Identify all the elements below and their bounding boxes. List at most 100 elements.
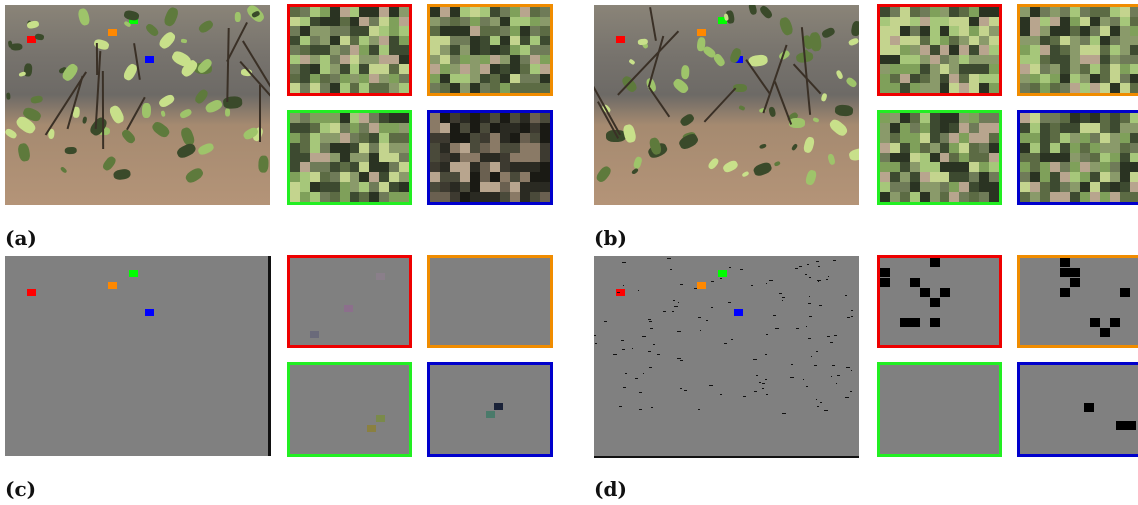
pixel <box>440 83 450 93</box>
pixel <box>520 7 530 17</box>
pixel <box>989 17 999 27</box>
pixel <box>300 36 310 46</box>
pixel <box>430 172 440 182</box>
pixel <box>344 305 353 312</box>
pixel <box>1120 55 1130 65</box>
pixel <box>1100 328 1110 337</box>
leaf <box>193 87 209 104</box>
leaf <box>846 76 859 88</box>
pixel <box>910 123 920 133</box>
pixel <box>1030 26 1040 36</box>
pixel <box>460 153 470 163</box>
pixel <box>910 64 920 74</box>
pixel <box>320 74 330 84</box>
pixel <box>1070 123 1080 133</box>
speck <box>809 277 811 278</box>
leaf <box>204 97 224 114</box>
pixel <box>1110 133 1120 143</box>
pixel <box>310 45 320 55</box>
pixel <box>490 162 500 172</box>
pixel <box>979 192 989 202</box>
pixel <box>450 45 460 55</box>
pixel <box>1080 7 1090 17</box>
pixel <box>930 153 940 163</box>
pixel <box>1120 162 1130 172</box>
pixel <box>1080 17 1090 27</box>
pixel <box>379 133 389 143</box>
pixel <box>1070 83 1080 93</box>
pixel <box>1100 55 1110 65</box>
pixel <box>910 162 920 172</box>
pixel <box>379 64 389 74</box>
panel-label: (d) <box>594 477 627 501</box>
pixel <box>969 113 979 123</box>
pixel <box>290 36 300 46</box>
pixel <box>1040 192 1050 202</box>
pixel <box>359 192 369 202</box>
pixel <box>430 7 440 17</box>
pixel <box>330 36 340 46</box>
pixel <box>500 153 510 163</box>
speck <box>729 267 731 268</box>
speck <box>827 336 830 337</box>
pixel <box>1100 64 1110 74</box>
pixel <box>880 74 890 84</box>
pixel <box>460 7 470 17</box>
leaf <box>778 16 795 37</box>
pixel <box>1060 143 1070 153</box>
pixel <box>460 83 470 93</box>
speck <box>751 285 753 286</box>
pixel <box>530 192 540 202</box>
pixel <box>460 74 470 84</box>
pixel <box>480 153 490 163</box>
pixel <box>450 123 460 133</box>
pixel <box>1130 143 1138 153</box>
pixel <box>470 172 480 182</box>
speck <box>807 264 808 265</box>
pixel <box>460 123 470 133</box>
speck <box>642 336 646 337</box>
pixel <box>490 36 500 46</box>
pixel <box>359 172 369 182</box>
speck <box>766 283 768 284</box>
speck <box>809 316 813 317</box>
pixel <box>880 192 890 202</box>
pixel <box>480 45 490 55</box>
speck <box>762 388 764 389</box>
pixel <box>1030 36 1040 46</box>
speck <box>680 360 683 361</box>
pixel <box>310 123 320 133</box>
pixel <box>1030 133 1040 143</box>
pixel <box>900 55 910 65</box>
pixel <box>340 7 350 17</box>
pixel <box>470 143 480 153</box>
leaf <box>157 93 175 109</box>
pixel <box>890 143 900 153</box>
speck <box>851 316 853 317</box>
pixel <box>399 55 409 65</box>
pixel <box>930 26 940 36</box>
pixel <box>880 64 890 74</box>
pixel <box>959 17 969 27</box>
pixel <box>1100 143 1110 153</box>
pixel <box>979 133 989 143</box>
pixel <box>959 64 969 74</box>
pixel <box>1030 17 1040 27</box>
pixel <box>910 83 920 93</box>
pixel <box>389 64 399 74</box>
speck <box>694 288 697 289</box>
leaf <box>258 155 269 172</box>
pixel <box>969 172 979 182</box>
pixel <box>369 192 379 202</box>
leaf <box>65 147 77 155</box>
pixel <box>890 182 900 192</box>
pixel <box>440 36 450 46</box>
pixel <box>979 83 989 93</box>
pixel <box>989 113 999 123</box>
pixel <box>480 74 490 84</box>
pixel <box>399 17 409 27</box>
speck <box>651 407 653 408</box>
pixel <box>959 26 969 36</box>
pixel <box>1060 7 1070 17</box>
branch <box>66 76 83 130</box>
